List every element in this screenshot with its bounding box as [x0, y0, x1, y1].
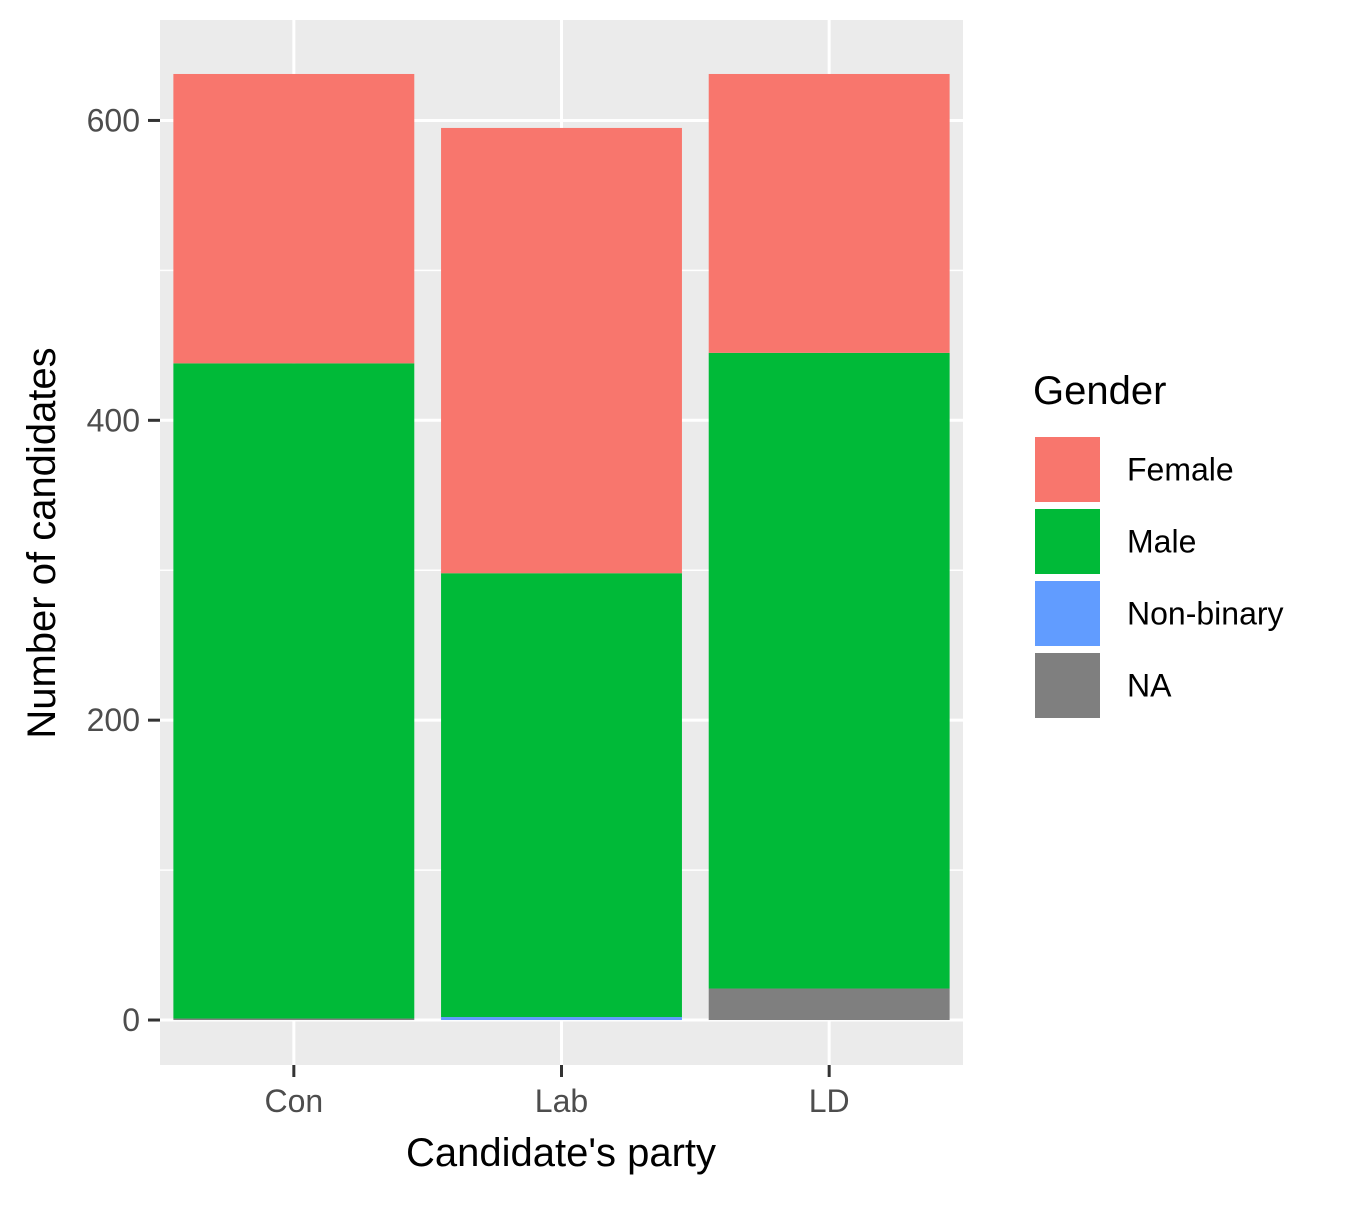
legend-label: Female [1127, 452, 1234, 488]
bar-con-na [173, 1018, 415, 1021]
bar-lab-male [441, 573, 682, 1018]
y-tick-label: 400 [87, 402, 140, 438]
x-tick-label: Lab [535, 1083, 588, 1119]
bar-ld-female [708, 73, 950, 353]
bar-lab-non-binary [441, 1017, 682, 1021]
y-axis: 0 200 400 600 [87, 102, 160, 1038]
bar-lab-female [441, 127, 682, 574]
y-axis-title: Number of candidates [20, 347, 64, 738]
y-tick-label: 200 [87, 702, 140, 738]
legend-key-female [1035, 437, 1100, 502]
x-tick-label: Con [264, 1083, 323, 1119]
y-tick-label: 600 [87, 102, 140, 138]
bar-ld-male [708, 352, 950, 989]
legend-key-male [1035, 509, 1100, 574]
x-tick-label: LD [809, 1083, 850, 1119]
legend-label: Non-binary [1127, 596, 1284, 632]
legend-label: NA [1127, 668, 1172, 704]
legend-key-non-binary [1035, 581, 1100, 646]
legend-key-na [1035, 653, 1100, 718]
x-axis: Con Lab LD [264, 1065, 850, 1119]
bar-con-male [173, 363, 415, 1019]
legend: Gender Female Male Non-binary NA [1033, 369, 1284, 720]
bars [173, 73, 950, 1021]
legend-title: Gender [1033, 369, 1166, 413]
y-tick-label: 0 [122, 1002, 140, 1038]
legend-label: Male [1127, 524, 1196, 560]
bar-con-female [173, 73, 415, 364]
x-axis-title: Candidate's party [406, 1131, 716, 1175]
bar-ld-na [708, 988, 950, 1021]
